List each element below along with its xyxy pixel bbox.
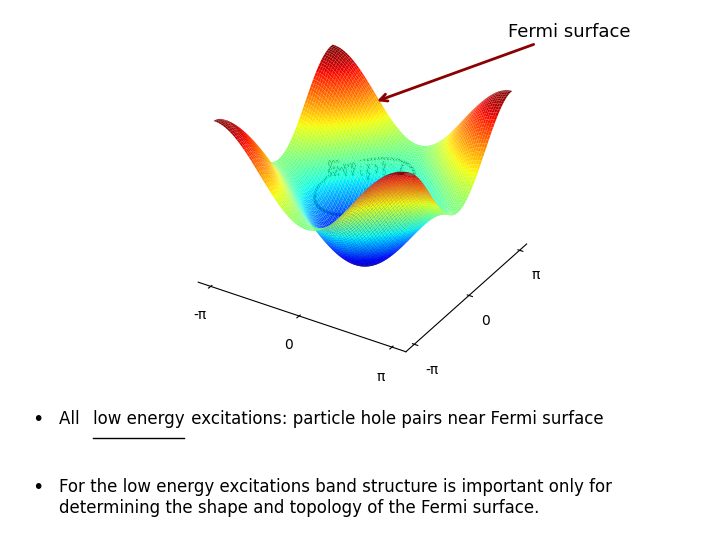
Text: low energy: low energy [92,410,184,428]
Text: •: • [32,410,43,429]
Text: excitations: particle hole pairs near Fermi surface: excitations: particle hole pairs near Fe… [186,410,603,428]
Text: All: All [59,410,85,428]
Text: Fermi surface: Fermi surface [380,23,630,101]
Text: •: • [32,478,43,497]
Text: For the low energy excitations band structure is important only for
determining : For the low energy excitations band stru… [59,478,612,517]
